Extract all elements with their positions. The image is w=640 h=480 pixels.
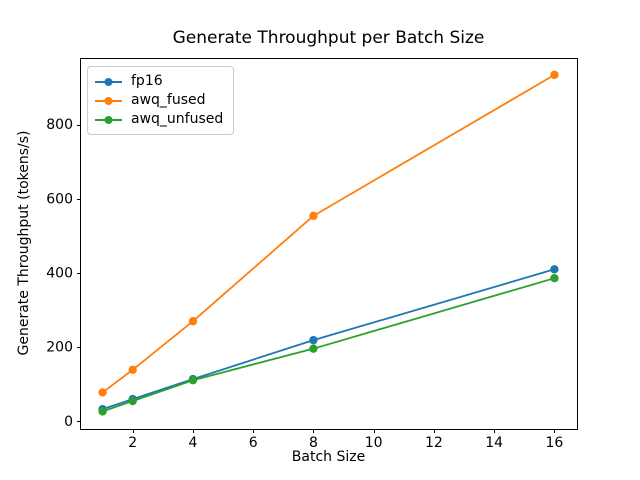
legend-label: fp16 xyxy=(131,73,163,89)
y-tick-label: 600 xyxy=(46,191,73,207)
data-point-awq_fused-x2 xyxy=(128,365,137,375)
legend-line-marker-icon xyxy=(95,96,122,105)
data-point-awq_unfused-x1 xyxy=(98,407,107,416)
data-point-fp16-x8 xyxy=(309,335,318,345)
data-point-awq_unfused-x2 xyxy=(128,396,137,406)
data-point-awq_fused-x16 xyxy=(550,70,559,80)
data-point-awq_fused-x1 xyxy=(98,388,107,397)
y-tick-label: 800 xyxy=(46,117,73,133)
axes-spines xyxy=(80,58,578,430)
data-point-awq_fused-x4 xyxy=(188,317,198,326)
x-tick-label: 2 xyxy=(128,435,137,451)
x-tick-label: 16 xyxy=(545,435,563,451)
y-tick-label: 0 xyxy=(64,414,73,430)
legend-label: awq_fused xyxy=(131,92,206,108)
x-axis-label: Batch Size xyxy=(291,449,366,465)
x-tick-label: 4 xyxy=(188,435,197,451)
x-tick-label: 8 xyxy=(309,435,318,451)
legend-item-fp16: fp16 xyxy=(95,72,223,91)
legend-line-marker-icon xyxy=(95,115,122,124)
series-line-awq_unfused xyxy=(101,277,556,413)
y-tick-label: 400 xyxy=(46,265,73,281)
x-tick-label: 12 xyxy=(425,435,443,451)
data-point-awq_unfused-x16 xyxy=(550,273,559,283)
data-point-awq_fused-x8 xyxy=(309,211,318,221)
x-tick-label: 14 xyxy=(485,435,503,451)
legend-item-awq-unfused: awq_unfused xyxy=(95,110,223,129)
data-point-awq_unfused-x4 xyxy=(188,376,198,385)
y-tick-label: 200 xyxy=(46,340,73,356)
legend: fp16 awq_fused awq_unfused xyxy=(87,66,235,135)
x-tick-label: 6 xyxy=(249,435,258,451)
legend-label: awq_unfused xyxy=(131,111,224,127)
chart-title: Generate Throughput per Batch Size xyxy=(172,28,485,48)
legend-line-marker-icon xyxy=(95,77,122,86)
data-point-fp16-x16 xyxy=(550,265,559,274)
legend-item-awq-fused: awq_fused xyxy=(95,91,223,110)
data-point-awq_unfused-x8 xyxy=(309,344,318,353)
x-tick-label: 10 xyxy=(365,435,383,451)
y-axis-label: Generate Throughput (tokens/s) xyxy=(16,130,32,356)
